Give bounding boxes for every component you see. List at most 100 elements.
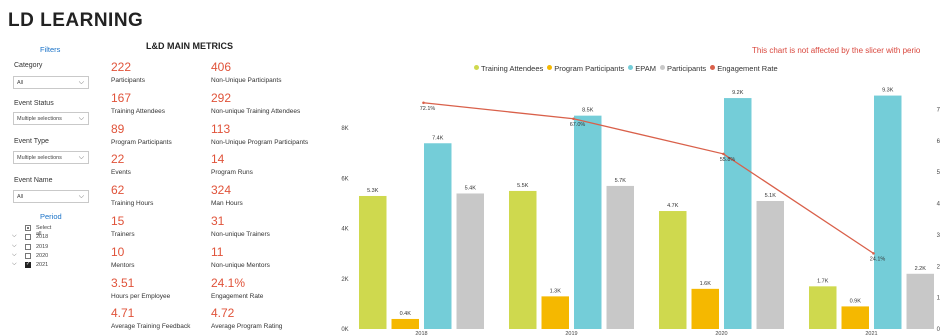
bar [809, 286, 837, 329]
period-checkbox[interactable] [25, 261, 31, 269]
bar-data-label: 0.9K [850, 298, 862, 304]
bar-data-label: 4.7K [667, 203, 679, 209]
y2-tick-label: 3 [937, 233, 941, 239]
chart-note: This chart is not affected by the slicer… [752, 46, 921, 55]
legend-label: Program Participants [554, 64, 625, 73]
bar [359, 195, 387, 329]
legend-dot-icon [628, 65, 634, 70]
period-checkbox[interactable] [25, 243, 31, 250]
period-item-label: 2018 [36, 234, 49, 241]
event-type-dropdown[interactable]: Multiple selections ⌵ [13, 151, 89, 164]
metric-value: 324 [211, 183, 232, 198]
chevron-down-icon: ⌵ [78, 193, 84, 200]
period-checkbox[interactable] [25, 234, 31, 241]
legend-item[interactable]: Participants [660, 64, 706, 73]
y2-tick-label: 6 [937, 139, 941, 145]
expand-chevron-icon[interactable]: ⌵ [12, 233, 17, 240]
bar [391, 318, 419, 329]
legend-item[interactable]: Engagement Rate [710, 64, 778, 73]
app-title: LD LEARNING [8, 10, 144, 31]
combo-chart: 0K 2K 4K 6K 8K 0 1 2 3 4 5 6 7 5.3K 0.4K 7.4K 5.4K 2018 5.… [341, 88, 941, 336]
bar [424, 143, 452, 329]
bar [841, 306, 869, 329]
legend-item[interactable]: Program Participants [547, 64, 624, 73]
metric-label: Hours per Employee [111, 292, 171, 300]
bar-data-label: 2.2K [915, 266, 927, 272]
metric-value: 31 [211, 214, 225, 228]
event-type-filter-label: Event Type [14, 138, 49, 145]
metric-label: Man Hours [211, 200, 243, 208]
bar [906, 273, 934, 329]
metric-label: Trainers [111, 231, 135, 238]
line-data-label: 72.1% [420, 106, 436, 112]
bar-data-label: 1.3K [550, 288, 562, 294]
line-data-label: 67.0% [570, 122, 586, 128]
y2-tick-label: 7 [937, 107, 941, 113]
legend-dot-icon [710, 65, 716, 70]
event-name-filter-label: Event Name [14, 177, 53, 184]
period-checkbox[interactable] [25, 252, 31, 259]
bar-data-label: 5.4K [465, 185, 477, 191]
metric-value: 62 [111, 183, 125, 198]
metric-label: Program Participants [111, 138, 172, 146]
legend-dot-icon [474, 65, 479, 70]
event-status-filter-label: Event Status [14, 100, 54, 107]
event-name-dropdown[interactable]: All ⌵ [13, 190, 89, 203]
chart-legend: Training Attendees Program Participants EP… [474, 64, 782, 73]
bar-data-label: 5.7K [615, 178, 627, 184]
metric-value: 3.51 [111, 275, 135, 290]
metric-value: 167 [111, 90, 132, 105]
period-checkbox[interactable] [25, 225, 31, 231]
bar-data-label: 0.4K [400, 311, 412, 317]
event-type-dropdown-value: Multiple selections [17, 155, 62, 161]
line-data-label: 24.1% [870, 256, 886, 262]
period-item-label: 2020 [36, 252, 49, 259]
metric-label: Non-Unique Participants [211, 77, 282, 84]
category-filter-label: Category [14, 62, 43, 69]
legend-label: Participants [667, 64, 707, 73]
expand-chevron-icon[interactable]: ⌵ [12, 242, 17, 249]
bar-data-label: 8.5K [582, 108, 594, 114]
bar-data-label: 5.3K [367, 188, 379, 194]
metric-label: Mentors [111, 261, 135, 269]
bar-data-label: 7.4K [432, 135, 444, 141]
metric-label: Training Hours [111, 200, 154, 208]
bar-data-label: 5.1K [765, 193, 777, 199]
metric-label: Average Training Feedback [111, 323, 191, 331]
metric-value: 89 [111, 121, 125, 136]
metric-label: Events [111, 169, 131, 177]
line-data-label: 55.8% [720, 157, 736, 163]
metric-label: Non-unique Mentors [211, 261, 270, 269]
x-tick-label: 2018 [415, 331, 427, 336]
metric-label: Non-unique Training Attendees [211, 107, 301, 115]
metric-value: 14 [211, 152, 225, 167]
bar-data-label: 1.7K [817, 278, 829, 284]
category-dropdown[interactable]: All ⌵ [13, 76, 89, 89]
metric-label: Non-unique Trainers [211, 231, 270, 238]
period-item-label: Select all [36, 225, 52, 237]
bar [456, 193, 484, 329]
metric-label: Average Program Rating [211, 323, 283, 331]
expand-chevron-icon[interactable]: ⌵ [12, 251, 17, 258]
y-tick-label: 8K [341, 126, 348, 132]
bar-data-label: 9.2K [732, 90, 744, 96]
metric-value: 22 [111, 152, 125, 167]
bar [756, 200, 784, 329]
legend-item[interactable]: EPAM [628, 64, 656, 73]
event-status-dropdown[interactable]: Multiple selections ⌵ [13, 112, 89, 125]
bar [574, 115, 602, 330]
y2-tick-label: 4 [937, 202, 941, 208]
x-tick-label: 2020 [715, 331, 727, 336]
y-tick-label: 2K [341, 277, 348, 283]
y2-tick-label: 5 [937, 170, 941, 176]
metric-label: Engagement Rate [211, 292, 264, 300]
expand-chevron-icon[interactable]: ⌵ [12, 261, 17, 268]
metric-value: 222 [111, 60, 132, 74]
legend-item[interactable]: Training Attendees [474, 64, 543, 73]
metric-value: 11 [211, 244, 224, 259]
metric-value: 113 [211, 121, 231, 136]
bar-data-label: 5.5K [517, 183, 529, 189]
y2-tick-label: 0 [937, 327, 941, 333]
bar [541, 296, 569, 329]
metric-label: Training Attendees [111, 107, 165, 115]
